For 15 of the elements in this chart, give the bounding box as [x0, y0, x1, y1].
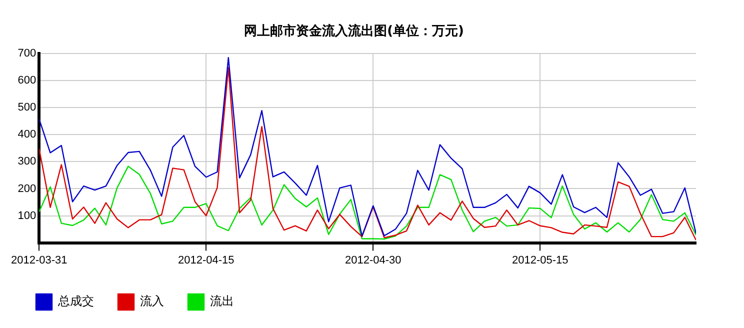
y-tick-label: 700: [18, 48, 36, 60]
y-tick-label: 600: [18, 74, 36, 87]
x-tick-label: 2012-04-15: [178, 254, 234, 266]
y-tick-label: 100: [18, 210, 36, 222]
legend-label: 总成交: [57, 294, 94, 308]
x-tick-label: 2012-03-31: [10, 254, 68, 266]
y-tick-label: 300: [18, 156, 36, 168]
x-tick-label: 2012-04-30: [344, 254, 402, 266]
legend-label: 流入: [140, 294, 164, 308]
x-tick-label: 2012-05-15: [512, 254, 568, 266]
legend-label: 流出: [210, 294, 234, 308]
y-tick-label: 500: [18, 102, 36, 114]
y-tick-label: 200: [18, 182, 36, 195]
y-tick-label: 400: [18, 128, 36, 141]
chart-title: 网上邮市资金流入流出图(单位：万元): [244, 23, 464, 40]
